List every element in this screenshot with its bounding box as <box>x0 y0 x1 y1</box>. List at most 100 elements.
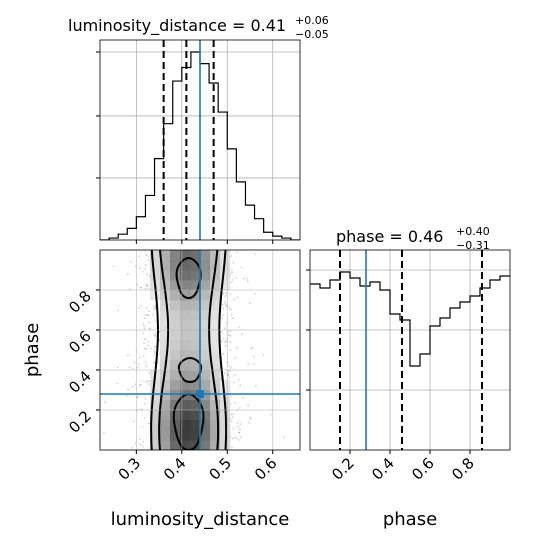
density-cell <box>160 440 171 450</box>
density-cell <box>200 270 211 281</box>
density-cell <box>150 420 161 431</box>
density-cell <box>200 280 211 291</box>
density-cell <box>190 250 201 261</box>
density-cell <box>170 250 181 261</box>
density-cell <box>200 320 211 331</box>
density-cell <box>170 430 181 441</box>
contour-outer <box>150 250 228 450</box>
density-cell <box>200 330 211 341</box>
density-cell <box>160 350 171 361</box>
density-cell <box>200 390 211 401</box>
density-cell <box>180 300 191 311</box>
density-cell <box>160 380 171 391</box>
density-cell <box>170 260 181 271</box>
title-luminosity-distance: luminosity_distance = 0.41 <box>68 16 286 36</box>
tick-label-x-phase: 0.6 <box>408 454 438 484</box>
density-cell <box>180 290 191 301</box>
density-cell <box>200 360 211 371</box>
title-phase: phase = 0.46 <box>336 227 443 246</box>
density-cell <box>160 420 171 431</box>
density-cell <box>190 350 201 361</box>
density-cell <box>190 270 201 281</box>
tick-label-x-luminosity-distance: 0.5 <box>206 454 236 484</box>
density-cell <box>210 360 221 371</box>
density-cell <box>200 430 211 441</box>
density-cell <box>200 420 211 431</box>
density-cell <box>150 380 161 391</box>
density-cell <box>200 340 211 351</box>
density-cell <box>190 320 201 331</box>
density-cell <box>150 270 161 281</box>
density-cell <box>190 360 201 371</box>
density-cell <box>180 410 191 421</box>
density-cell <box>190 440 201 450</box>
density-cell <box>150 260 161 271</box>
density-cell <box>180 360 191 371</box>
density-cell <box>200 290 211 301</box>
density-cell <box>190 260 201 271</box>
density-cell <box>190 340 201 351</box>
density-cell <box>160 260 171 271</box>
y-axis-label-phase: phase <box>22 323 43 377</box>
density-cell <box>170 360 181 371</box>
density-cell <box>200 380 211 391</box>
density-2d-frame <box>99 249 301 451</box>
density-cell <box>200 300 211 311</box>
density-cell <box>160 410 171 421</box>
contour-mid <box>158 250 220 450</box>
hist-phase-panel <box>306 249 511 454</box>
density-cell <box>150 390 161 401</box>
hist-luminosity-distance-panel <box>96 39 301 244</box>
tick-label-x-luminosity-distance: 0.3 <box>115 454 145 484</box>
density-cell <box>150 430 161 441</box>
tick-label-y-phase: 0.8 <box>65 287 95 317</box>
density-cell <box>190 400 201 411</box>
density-cell <box>180 350 191 361</box>
density-cell <box>190 330 201 341</box>
density-cell <box>210 250 221 261</box>
density-cell <box>200 250 211 261</box>
density-cell <box>160 330 171 341</box>
density-cell <box>180 420 191 431</box>
density-cell <box>210 440 221 450</box>
density-cell <box>160 430 171 441</box>
density-cell <box>210 410 221 421</box>
density-cell <box>170 380 181 391</box>
density-cell <box>160 310 171 321</box>
tick-label-y-phase: 0.6 <box>65 327 95 357</box>
density-cell <box>150 400 161 411</box>
density-cell <box>180 270 191 281</box>
density-cell <box>210 370 221 381</box>
density-cell <box>210 340 221 351</box>
density-cell <box>210 330 221 341</box>
density-cell <box>160 340 171 351</box>
density-cell <box>210 280 221 291</box>
density-cell <box>220 280 231 291</box>
density-cell <box>160 320 171 331</box>
tick-label-x-luminosity-distance: 0.4 <box>160 454 190 484</box>
density-cell <box>180 250 191 261</box>
density-cell <box>170 320 181 331</box>
density-cell <box>190 410 201 421</box>
density-cell <box>210 290 221 301</box>
density-cell <box>210 420 221 431</box>
p2d-truth-marker <box>196 390 204 398</box>
hist-phase-frame <box>309 249 511 451</box>
density-cell <box>190 430 201 441</box>
density-cell <box>180 370 191 381</box>
density-cell <box>180 280 191 291</box>
density-cell <box>150 410 161 421</box>
x-axis-label-luminosity-distance: luminosity_distance <box>111 509 290 530</box>
title-phase-minus: −0.31 <box>456 239 490 252</box>
tick-label-x-phase: 0.4 <box>368 454 398 484</box>
density-cell <box>210 430 221 441</box>
density-cell <box>170 370 181 381</box>
density-cell <box>180 260 191 271</box>
density-cell <box>180 330 191 341</box>
density-cell <box>170 410 181 421</box>
density-cell <box>170 350 181 361</box>
density-cell <box>170 390 181 401</box>
density-cell <box>200 410 211 421</box>
density-2d-panel <box>96 249 301 454</box>
